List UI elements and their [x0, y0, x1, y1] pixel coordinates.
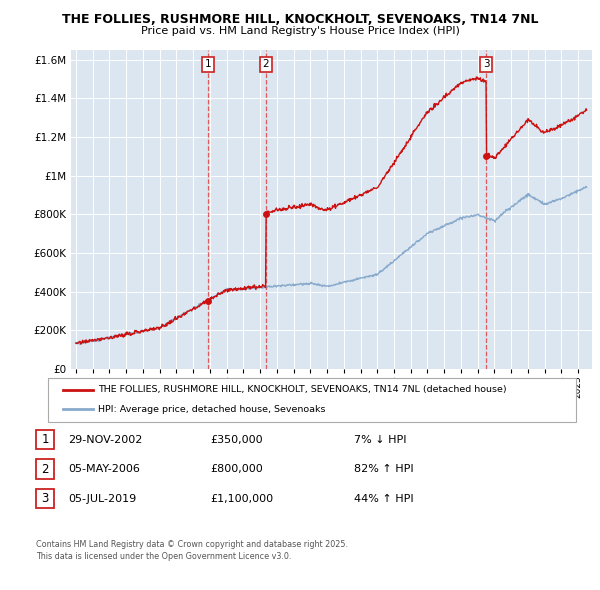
Text: 82% ↑ HPI: 82% ↑ HPI [354, 464, 413, 474]
Text: £800,000: £800,000 [210, 464, 263, 474]
Text: 44% ↑ HPI: 44% ↑ HPI [354, 494, 413, 503]
Text: 3: 3 [41, 492, 49, 505]
Text: HPI: Average price, detached house, Sevenoaks: HPI: Average price, detached house, Seve… [98, 405, 325, 414]
Text: 7% ↓ HPI: 7% ↓ HPI [354, 435, 407, 444]
Text: 1: 1 [205, 60, 212, 70]
Text: 1: 1 [41, 433, 49, 446]
Text: Price paid vs. HM Land Registry's House Price Index (HPI): Price paid vs. HM Land Registry's House … [140, 26, 460, 36]
Text: 05-JUL-2019: 05-JUL-2019 [68, 494, 136, 503]
Text: 3: 3 [483, 60, 490, 70]
Text: £350,000: £350,000 [210, 435, 263, 444]
Text: THE FOLLIES, RUSHMORE HILL, KNOCKHOLT, SEVENOAKS, TN14 7NL (detached house): THE FOLLIES, RUSHMORE HILL, KNOCKHOLT, S… [98, 385, 506, 395]
Text: 2: 2 [41, 463, 49, 476]
Text: 2: 2 [262, 60, 269, 70]
Text: £1,100,000: £1,100,000 [210, 494, 273, 503]
Text: Contains HM Land Registry data © Crown copyright and database right 2025.: Contains HM Land Registry data © Crown c… [36, 540, 348, 549]
Text: 05-MAY-2006: 05-MAY-2006 [68, 464, 140, 474]
Text: This data is licensed under the Open Government Licence v3.0.: This data is licensed under the Open Gov… [36, 552, 292, 560]
Text: THE FOLLIES, RUSHMORE HILL, KNOCKHOLT, SEVENOAKS, TN14 7NL: THE FOLLIES, RUSHMORE HILL, KNOCKHOLT, S… [62, 13, 538, 26]
Text: 29-NOV-2002: 29-NOV-2002 [68, 435, 142, 444]
